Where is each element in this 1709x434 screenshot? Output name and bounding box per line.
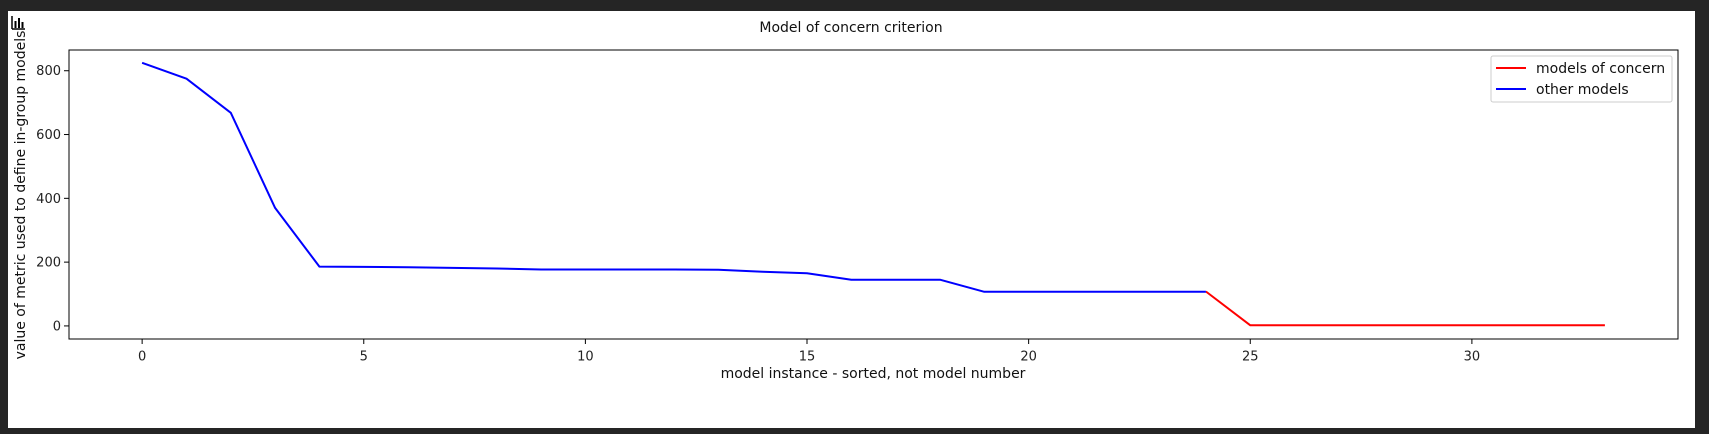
y-tick-label: 400: [36, 192, 61, 207]
x-tick-label: 10: [577, 350, 594, 365]
y-axis-label: value of metric used to define in-group …: [13, 31, 29, 360]
x-tick-label: 0: [138, 350, 146, 365]
series-line-other-models: [141, 61, 1206, 293]
legend: models of concern other models: [1490, 55, 1673, 103]
legend-label-models-of-concern: models of concern: [1536, 61, 1665, 77]
y-tick-label: 0: [53, 319, 61, 334]
line-chart: Model of concern criterion 0 5 10 15 20 25 30 0…: [11, 15, 1679, 382]
x-tick-label: 20: [1020, 350, 1037, 365]
x-tick-label: 30: [1464, 350, 1481, 365]
y-tick-label: 800: [36, 64, 61, 79]
plot-frame: [68, 49, 1679, 340]
x-tick-label: 25: [1242, 350, 1259, 365]
y-tick-label: 600: [36, 128, 61, 143]
legend-label-other-models: other models: [1536, 82, 1629, 98]
x-axis-label: model instance - sorted, not model numbe…: [721, 366, 1026, 382]
series-line-models-of-concern: [1205, 290, 1605, 327]
x-tick-label: 15: [799, 350, 816, 365]
bar-chart-icon[interactable]: [11, 15, 25, 30]
legend-box: [1490, 55, 1673, 103]
chart-title: Model of concern criterion: [759, 20, 942, 36]
y-tick-label: 200: [36, 256, 61, 271]
chart-panel: Model of concern criterion 0 5 10 15 20 25 30 0…: [8, 11, 1695, 428]
x-tick-label: 5: [360, 350, 368, 365]
